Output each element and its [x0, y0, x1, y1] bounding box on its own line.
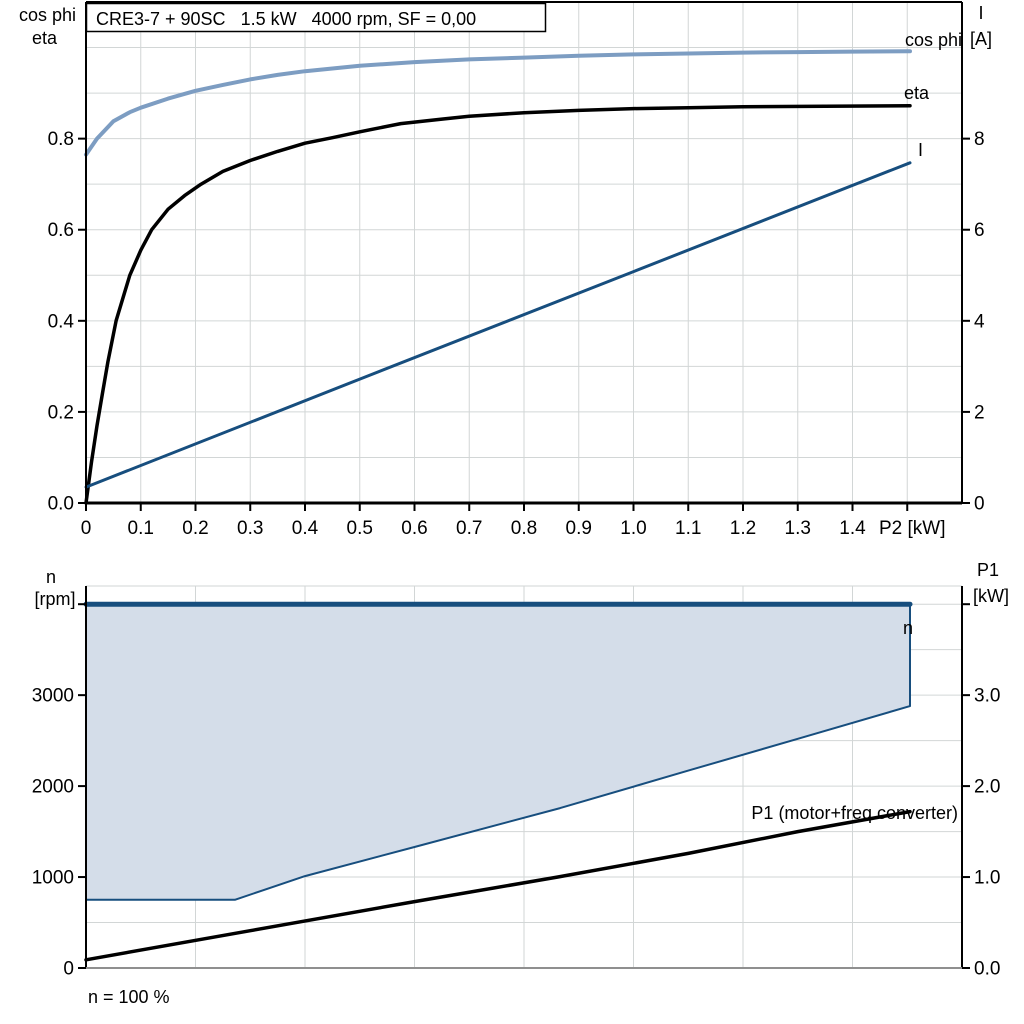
- bottom-left-axis-title-n: n: [46, 567, 56, 587]
- y-left-tick-label: 0.0: [48, 494, 74, 515]
- x-tick-label: 1.0: [620, 518, 646, 539]
- top-chart-curves: [84, 49, 912, 505]
- top-chart-gridlines: [86, 2, 962, 503]
- curve-label-current: I: [918, 140, 923, 160]
- y-right-tick-label: 2: [974, 402, 985, 423]
- bottom-right-axis-unit-kw: [kW]: [973, 586, 1009, 606]
- left-axis-title-cosphi: cos phi: [19, 5, 76, 25]
- top-chart-axes: 0 0.1 0.2 0.3 0.4 0.5 0.6 0.7 0.8 0.9 1.0 1.1 1.2 1.3…: [48, 1, 985, 539]
- curve-label-n: n: [903, 618, 913, 638]
- x-tick-label: 1.3: [785, 518, 811, 539]
- y-left-tick-label: 0: [63, 959, 74, 980]
- chart-title-box: [85, 2, 547, 33]
- n-operating-area: [85, 603, 911, 901]
- y-left-tick-label: 3000: [32, 686, 74, 707]
- curve-label-p1: P1 (motor+freq.converter): [751, 803, 958, 823]
- chart-title: CRE3-7 + 90SC 1.5 kW 4000 rpm, SF = 0,00: [96, 9, 476, 29]
- x-tick-label: 0: [81, 518, 92, 539]
- x-tick-label: 1.2: [730, 518, 756, 539]
- y-left-tick-label: 0.4: [48, 311, 75, 332]
- right-axis-title-current: I: [978, 3, 983, 23]
- x-tick-label: 0.6: [401, 518, 427, 539]
- curve-cos-phi: [84, 49, 912, 157]
- y-right-tick-label: 2.0: [974, 777, 1000, 798]
- curve-label-cosphi: cos phi: [905, 30, 962, 50]
- x-tick-label: 0.1: [128, 518, 154, 539]
- curve-label-eta: eta: [904, 83, 930, 103]
- x-tick-label: 0.3: [237, 518, 263, 539]
- curve-i: [84, 161, 912, 489]
- x-tick-label: 0.5: [347, 518, 373, 539]
- y-left-tick-label: 1000: [32, 868, 74, 889]
- bottom-chart-axes: 0 1000 2000 3000 0.0 1.0 2.0 3.0: [32, 586, 1000, 980]
- y-left-tick-label: 2000: [32, 777, 74, 798]
- y-right-tick-label: 1.0: [974, 868, 1000, 889]
- footnote-n-100: n = 100 %: [88, 987, 170, 1007]
- y-right-tick-label: 6: [974, 220, 985, 241]
- bottom-left-axis-unit-rpm: [rpm]: [34, 589, 75, 609]
- y-right-tick-label: 0.0: [974, 959, 1000, 980]
- y-left-tick-label: 0.6: [48, 220, 74, 241]
- x-axis-label: P2 [kW]: [879, 518, 946, 539]
- p1-curve: [84, 809, 912, 962]
- x-tick-label: 0.9: [566, 518, 592, 539]
- y-right-tick-label: 4: [974, 311, 985, 332]
- bottom-chart-series: [83, 601, 913, 962]
- y-left-tick-label: 0.2: [48, 402, 74, 423]
- x-tick-label: 1.4: [839, 518, 866, 539]
- x-tick-label: 0.4: [292, 518, 319, 539]
- right-axis-unit-amps: [A]: [970, 29, 992, 49]
- bottom-right-axis-title-p1: P1: [977, 560, 999, 580]
- y-right-tick-label: 8: [974, 129, 985, 150]
- x-tick-label: 0.7: [456, 518, 482, 539]
- y-left-tick-label: 0.8: [48, 129, 74, 150]
- curve-eta: [84, 104, 912, 505]
- x-tick-label: 0.8: [511, 518, 537, 539]
- x-tick-label: 0.2: [182, 518, 208, 539]
- y-right-tick-label: 0: [974, 494, 985, 515]
- y-right-tick-label: 3.0: [974, 686, 1000, 707]
- left-axis-title-eta: eta: [32, 28, 58, 48]
- x-tick-label: 1.1: [675, 518, 701, 539]
